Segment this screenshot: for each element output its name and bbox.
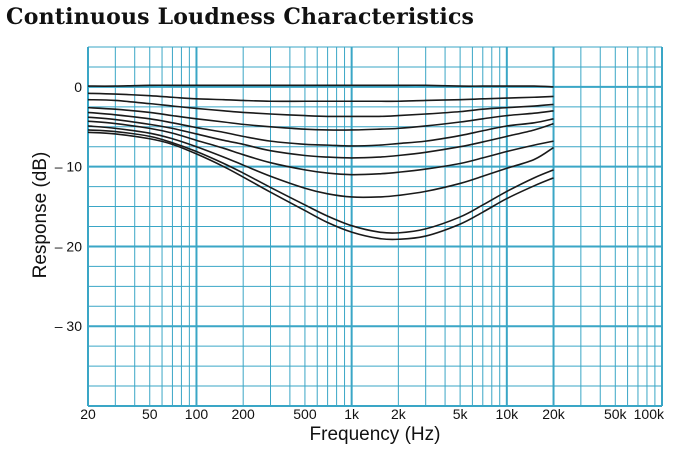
x-tick-labels: 20 50 100 200 500 1k 2k 5k 10k 20k 50k 100k xyxy=(80,406,665,422)
x-tick-label: 10k xyxy=(496,406,520,422)
x-tick-label: 20k xyxy=(542,406,566,422)
x-tick-label: 20 xyxy=(80,406,96,422)
loudness-curve-curve-9 xyxy=(87,129,554,234)
loudness-curve-curve-3 xyxy=(87,98,554,118)
chart-title: Continuous Loudness Characteristics xyxy=(6,4,475,30)
x-tick-label: 500 xyxy=(293,406,317,422)
x-tick-label: 50 xyxy=(142,406,158,422)
y-tick-labels: 0 – 10 – 20 – 30 xyxy=(55,79,82,334)
y-tick-label: – 30 xyxy=(55,318,82,334)
loudness-curve-curve-4 xyxy=(87,106,554,131)
x-axis-label: Frequency (Hz) xyxy=(310,424,441,445)
loudness-curve-curve-5 xyxy=(87,111,554,147)
loudness-curve-curve-2 xyxy=(87,92,554,103)
y-axis-label: Response (dB) xyxy=(30,152,51,279)
x-tick-label: 5k xyxy=(453,406,469,422)
y-tick-label: – 20 xyxy=(55,238,82,254)
loudness-curve-curve-10 xyxy=(87,131,554,241)
loudness-curve-curve-1 xyxy=(87,84,554,88)
y-tick-label: 0 xyxy=(74,79,82,95)
x-tick-label: 200 xyxy=(231,406,255,422)
x-tick-label: 100 xyxy=(185,406,209,422)
loudness-curve-curve-7 xyxy=(87,120,554,176)
loudness-curve-curve-8 xyxy=(87,125,554,199)
curves xyxy=(87,84,554,241)
x-tick-label: 1k xyxy=(344,406,360,422)
loudness-curve-curve-6 xyxy=(87,116,554,159)
y-tick-label: – 10 xyxy=(55,159,82,175)
x-tick-label: 50k xyxy=(604,406,628,422)
x-tick-label: 2k xyxy=(391,406,407,422)
x-tick-label: 100k xyxy=(634,406,665,422)
